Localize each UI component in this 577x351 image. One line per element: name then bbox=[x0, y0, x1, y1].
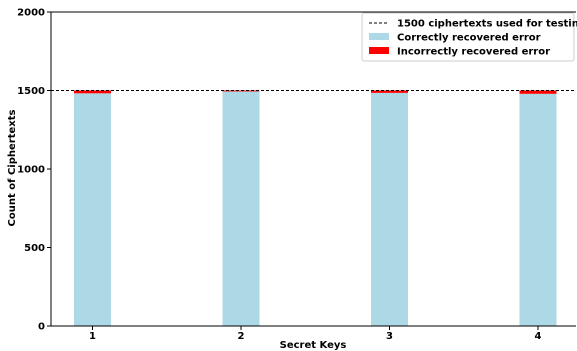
bar-correct-key-2 bbox=[222, 91, 260, 326]
legend-frame bbox=[361, 12, 575, 62]
legend-incorrect-label: Incorrectly recovered error bbox=[397, 47, 550, 58]
ticks: 0 500 1000 1500 2000 1 2 3 4 bbox=[17, 8, 541, 343]
y-tick-label: 1000 bbox=[17, 165, 45, 176]
bar-correct-key-1 bbox=[74, 93, 111, 327]
bar-incorrect-key-1 bbox=[74, 90, 111, 94]
legend-incorrect-swatch bbox=[369, 47, 389, 54]
y-tick-label: 0 bbox=[38, 322, 45, 333]
bars bbox=[74, 90, 557, 327]
x-tick-label: 4 bbox=[535, 331, 542, 342]
bar-incorrect-key-3 bbox=[371, 90, 408, 93]
x-tick-label: 3 bbox=[386, 331, 393, 342]
x-axis-label: Secret Keys bbox=[280, 340, 347, 351]
y-tick-label: 500 bbox=[24, 243, 45, 254]
y-tick-label: 1500 bbox=[17, 86, 45, 97]
legend-reference-label: 1500 ciphertexts used for testing bbox=[397, 19, 577, 30]
bar-correct-key-4 bbox=[519, 93, 557, 326]
legend-correct-swatch bbox=[369, 33, 389, 40]
y-tick-label: 2000 bbox=[17, 8, 45, 19]
x-tick-label: 2 bbox=[238, 331, 245, 342]
legend-correct-label: Correctly recovered error bbox=[397, 33, 541, 44]
bar-correct-key-3 bbox=[371, 92, 408, 326]
x-tick-label: 1 bbox=[89, 331, 96, 342]
y-axis-label: Count of Ciphertexts bbox=[7, 109, 18, 226]
legend: 1500 ciphertexts used for testing Correc… bbox=[361, 12, 577, 62]
bar-incorrect-key-4 bbox=[519, 90, 557, 94]
